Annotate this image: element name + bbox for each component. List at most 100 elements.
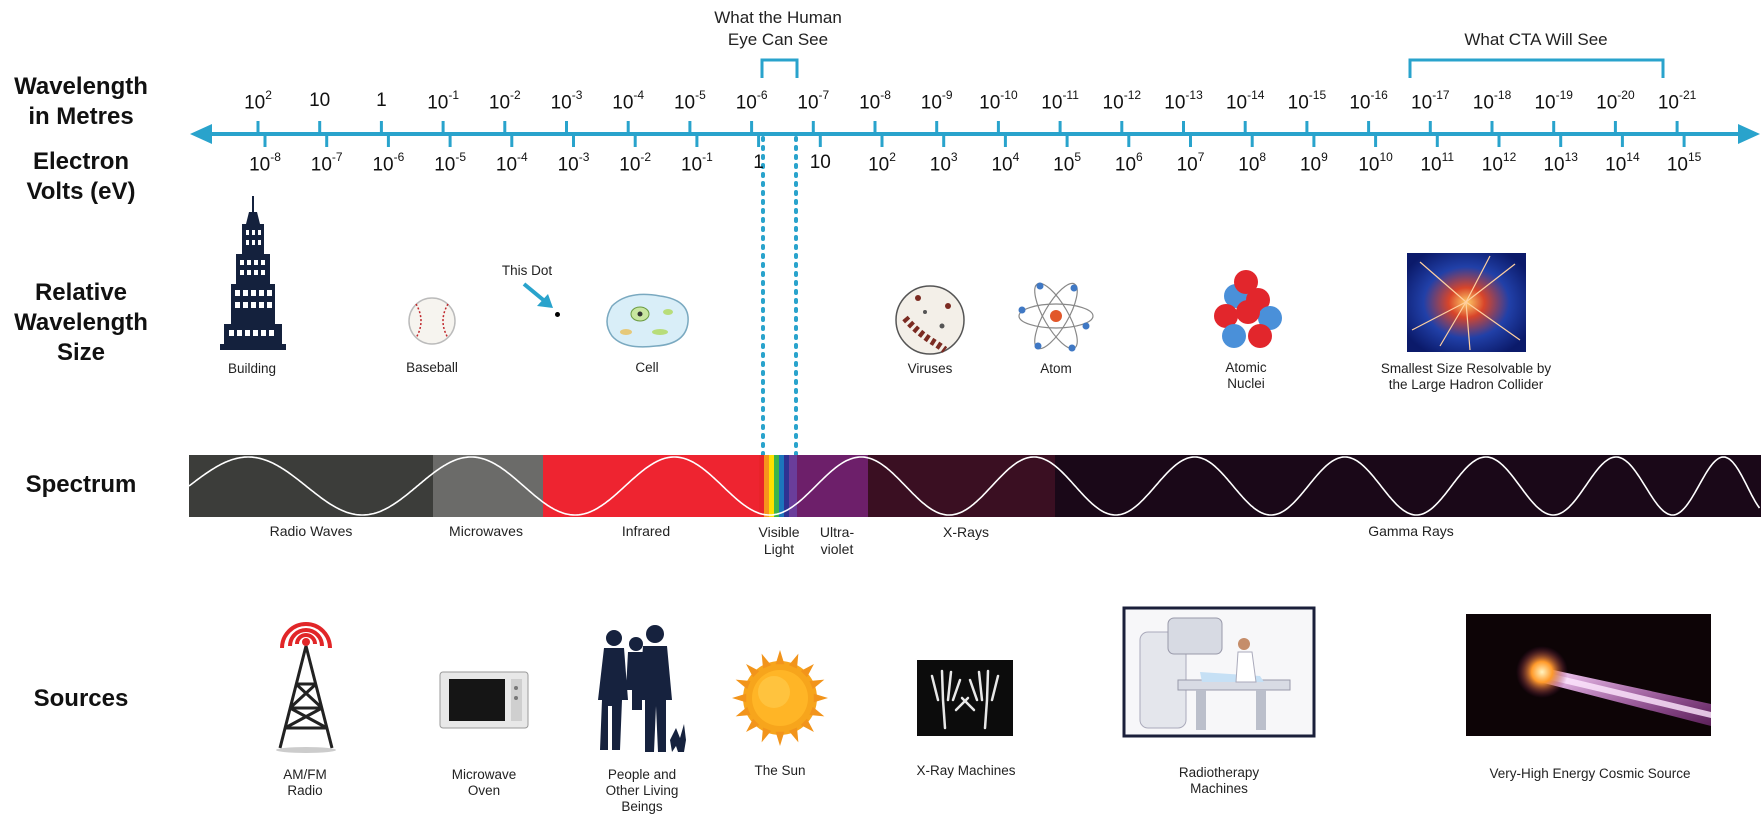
sun-ray xyxy=(809,706,825,717)
gamma-band-label: Gamma Rays xyxy=(1368,523,1454,539)
energy-tick-label: 105 xyxy=(1053,150,1082,176)
wavelength-tick-label: 10-14 xyxy=(1225,88,1265,114)
sun-ray xyxy=(735,679,751,690)
energy-tick-label: 1015 xyxy=(1666,150,1702,176)
uv-band xyxy=(797,455,868,517)
energy-tick-label: 104 xyxy=(991,150,1020,176)
cell-caption: Cell xyxy=(635,360,659,375)
visible-label-line1: Visible xyxy=(758,524,800,540)
sun-ray xyxy=(761,727,772,743)
radio-source-line1: AM/FM xyxy=(283,767,327,782)
baseball-icon xyxy=(408,297,456,345)
this-dot xyxy=(555,312,560,317)
energy-tick-label: 10-6 xyxy=(372,150,405,176)
oven-source-line2: Oven xyxy=(467,783,501,798)
oven-source-caption: Microwave Oven xyxy=(452,767,517,799)
wavelength-tick-label: 10-4 xyxy=(612,88,645,114)
human-eye-line2: Eye Can See xyxy=(727,30,829,49)
wavelength-tick-label: 10-21 xyxy=(1657,88,1697,114)
sun-icon xyxy=(732,650,828,746)
axis-ticks xyxy=(256,121,1686,147)
sources-row-label: Sources xyxy=(33,685,129,712)
oven-source-line1: Microwave xyxy=(451,767,517,782)
wavelength-tick-label: 10-15 xyxy=(1287,88,1327,114)
energy-tick-label: 103 xyxy=(929,150,958,176)
wavelength-tick-label: 102 xyxy=(244,88,272,114)
wavelength-tick-label: 10-2 xyxy=(488,88,521,114)
wavelength-tick-label: 10-13 xyxy=(1164,88,1203,114)
wavelength-tick-label: 10-11 xyxy=(1041,88,1079,114)
axis-arrow-right xyxy=(1738,124,1760,144)
spectrum-wave xyxy=(188,456,1761,516)
sun-ray xyxy=(732,693,747,703)
microwave-band-label: Microwaves xyxy=(449,523,523,539)
visible-band xyxy=(759,455,797,517)
sun-ray xyxy=(746,718,760,732)
visible-band-label: Visible Light xyxy=(759,524,800,558)
energy-tick-label: 10 xyxy=(809,152,831,173)
building-caption: Building xyxy=(227,361,277,376)
people-source-line3: Beings xyxy=(621,799,663,814)
spectrum-row-label: Spectrum xyxy=(25,471,137,498)
sun-ray xyxy=(809,679,825,690)
wavelength-tick-label: 10-5 xyxy=(673,88,706,114)
energy-tick-label: 10-5 xyxy=(434,150,466,176)
visible-label-line2: Light xyxy=(763,541,795,557)
cta-bracket xyxy=(1408,58,1665,78)
radio-band xyxy=(189,455,433,517)
axis-arrow-left xyxy=(190,124,212,144)
wavelength-row-label: Wavelength in Metres xyxy=(8,72,154,132)
energy-label-line1: Electron xyxy=(32,148,130,175)
infrared-band-label: Infrared xyxy=(621,523,671,539)
sun-ray xyxy=(761,653,772,669)
sun-ray xyxy=(746,664,760,678)
lhc-caption: Smallest Size Resolvable by the Large Ha… xyxy=(1381,361,1551,393)
human-eye-bracket xyxy=(760,58,799,78)
lhc-caption-line1: Smallest Size Resolvable by xyxy=(1380,361,1552,376)
radiotherapy-source-line2: Machines xyxy=(1190,781,1248,796)
lhc-caption-line2: the Large Hadron Collider xyxy=(1388,377,1544,392)
xray-band xyxy=(868,455,1055,517)
energy-tick-label: 1 xyxy=(753,152,764,173)
wavelength-tick-label: 10-8 xyxy=(859,88,891,114)
microwave-band xyxy=(433,455,543,517)
radiotherapy-machine-icon xyxy=(1122,606,1316,738)
relative-size-row-label: Relative Wavelength Size xyxy=(8,278,154,368)
wavelength-label-line1: Wavelength xyxy=(14,73,148,100)
radio-band-label: Radio Waves xyxy=(269,523,353,539)
this-dot-arrow-icon xyxy=(522,282,553,308)
building-windows xyxy=(229,230,274,336)
wavelength-tick-label: 10-1 xyxy=(427,88,459,114)
energy-tick-label: 10-3 xyxy=(557,150,590,176)
sun-ray xyxy=(788,727,799,743)
wavelength-tick-label: 10-18 xyxy=(1472,88,1512,114)
atom-caption: Atom xyxy=(1040,361,1072,376)
wavelength-tick-label: 10-17 xyxy=(1411,88,1450,114)
sun-ray xyxy=(800,664,814,678)
sun-ray xyxy=(813,693,828,703)
energy-tick-label: 109 xyxy=(1299,150,1328,176)
viruses-caption: Viruses xyxy=(907,361,953,376)
wavelength-tick-label: 10-20 xyxy=(1596,88,1635,114)
energy-tick-label: 107 xyxy=(1176,150,1205,176)
wavelength-tick-label: 10-19 xyxy=(1534,88,1573,114)
wavelength-tick-label: 10-3 xyxy=(550,88,583,114)
wavelength-tick-label: 10-7 xyxy=(797,88,830,114)
sun-ray xyxy=(775,650,785,665)
wavelength-tick-label: 10-12 xyxy=(1102,88,1142,114)
people-source-caption: People and Other Living Beings xyxy=(606,767,679,815)
sun-ray xyxy=(788,653,799,669)
nuclei-caption: Atomic Nuclei xyxy=(1225,360,1266,392)
cosmic-source-caption: Very-High Energy Cosmic Source xyxy=(1489,766,1691,781)
relative-label-line1: Relative xyxy=(34,279,128,306)
building-icon xyxy=(220,196,286,350)
sun-source-caption: The Sun xyxy=(754,763,806,778)
energy-tick-label: 10-8 xyxy=(249,150,281,176)
people-source-line1: People and xyxy=(607,767,677,782)
nuclei-caption-line1: Atomic xyxy=(1225,360,1267,375)
energy-tick-label: 10-2 xyxy=(619,150,652,176)
nuclei-caption-line2: Nuclei xyxy=(1227,376,1265,391)
energy-tick-label: 1010 xyxy=(1358,150,1393,176)
sun-ray xyxy=(775,731,785,746)
